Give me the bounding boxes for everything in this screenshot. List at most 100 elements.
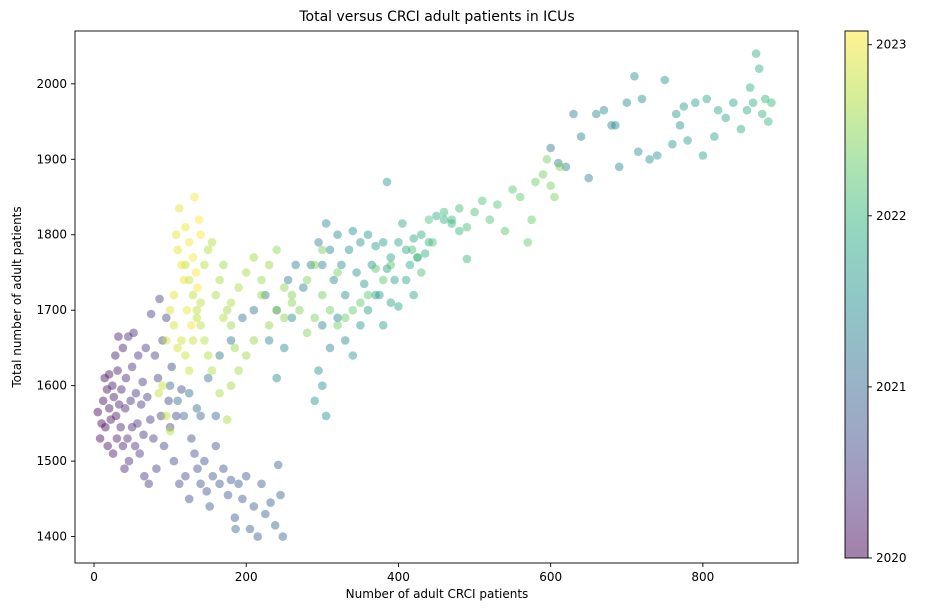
data-point (103, 441, 112, 451)
data-point (200, 336, 209, 345)
y-tick-label: 1500 (36, 454, 67, 468)
data-point (283, 275, 293, 285)
data-point (470, 207, 479, 217)
data-point (117, 385, 126, 394)
data-point (184, 366, 194, 375)
data-point (318, 381, 327, 391)
data-point (272, 305, 282, 315)
data-point (181, 222, 190, 232)
data-point (622, 98, 632, 107)
data-point (230, 343, 240, 353)
data-point (447, 219, 457, 228)
data-point (238, 494, 247, 504)
data-point (390, 275, 399, 285)
data-point (165, 381, 175, 391)
data-point (272, 373, 282, 383)
data-point (139, 430, 148, 440)
data-point (211, 290, 221, 300)
data-point (144, 479, 154, 489)
data-point (261, 509, 270, 519)
data-point (561, 162, 571, 172)
data-point (367, 260, 377, 270)
data-point (149, 434, 158, 443)
data-point (270, 521, 280, 530)
data-point (159, 441, 169, 451)
data-point (205, 502, 214, 511)
data-point (215, 351, 224, 360)
data-point (114, 400, 124, 409)
data-point (226, 475, 236, 485)
data-point (238, 313, 247, 323)
y-tick-label: 1600 (36, 379, 67, 393)
data-point (273, 460, 283, 470)
data-point (234, 283, 243, 292)
data-point (417, 230, 426, 239)
colorbar (845, 31, 868, 558)
data-point (177, 336, 186, 345)
data-point (124, 332, 133, 341)
data-point (249, 305, 259, 315)
data-point (156, 411, 166, 421)
data-point (126, 396, 135, 406)
data-point (280, 343, 289, 353)
data-point (257, 290, 266, 300)
data-point (264, 260, 274, 270)
data-point (264, 336, 274, 345)
data-point (249, 253, 259, 262)
data-point (190, 449, 199, 458)
data-point (234, 479, 243, 489)
data-point (154, 388, 163, 398)
data-point (203, 351, 213, 360)
data-point (386, 253, 396, 262)
data-point (104, 404, 114, 413)
data-point (230, 513, 240, 522)
data-point (652, 151, 662, 160)
data-point (177, 260, 186, 270)
data-point (158, 381, 167, 391)
data-point (698, 151, 708, 160)
data-point (108, 449, 118, 458)
data-point (363, 305, 373, 315)
data-point (329, 275, 339, 285)
colorbar-tick-label: 2020 (876, 551, 907, 565)
data-point (276, 490, 285, 500)
chart-title: Total versus CRCI adult patients in ICUs (298, 9, 574, 25)
data-point (169, 321, 179, 330)
data-point (182, 305, 192, 315)
data-point (171, 411, 181, 421)
data-point (208, 471, 218, 481)
data-point (407, 245, 417, 255)
data-point (318, 245, 327, 255)
data-point (203, 245, 213, 255)
data-point (378, 238, 388, 247)
data-point (633, 147, 643, 156)
colorbar-axis: 2020 2021 2022 2023 (868, 38, 907, 565)
data-point (736, 124, 746, 134)
data-point (413, 253, 422, 262)
data-point (158, 336, 167, 345)
data-point (371, 264, 380, 274)
data-point (100, 373, 109, 383)
data-point (104, 370, 114, 379)
data-point (181, 471, 190, 481)
data-point (356, 321, 365, 330)
data-point (287, 290, 297, 300)
data-point (337, 260, 346, 270)
x-tick-label: 600 (539, 570, 562, 584)
data-point (146, 415, 155, 424)
data-point (550, 192, 559, 202)
data-point (223, 490, 233, 500)
data-point (200, 456, 209, 466)
data-point (211, 411, 221, 421)
data-point (611, 121, 620, 130)
data-point (333, 313, 342, 323)
data-point (542, 155, 552, 164)
data-point (202, 487, 211, 496)
data-point (455, 226, 464, 236)
data-point (546, 143, 555, 153)
data-point (614, 162, 624, 172)
plot-frame (74, 30, 799, 564)
data-point (153, 373, 163, 383)
data-point (241, 351, 251, 360)
data-point (222, 415, 232, 424)
